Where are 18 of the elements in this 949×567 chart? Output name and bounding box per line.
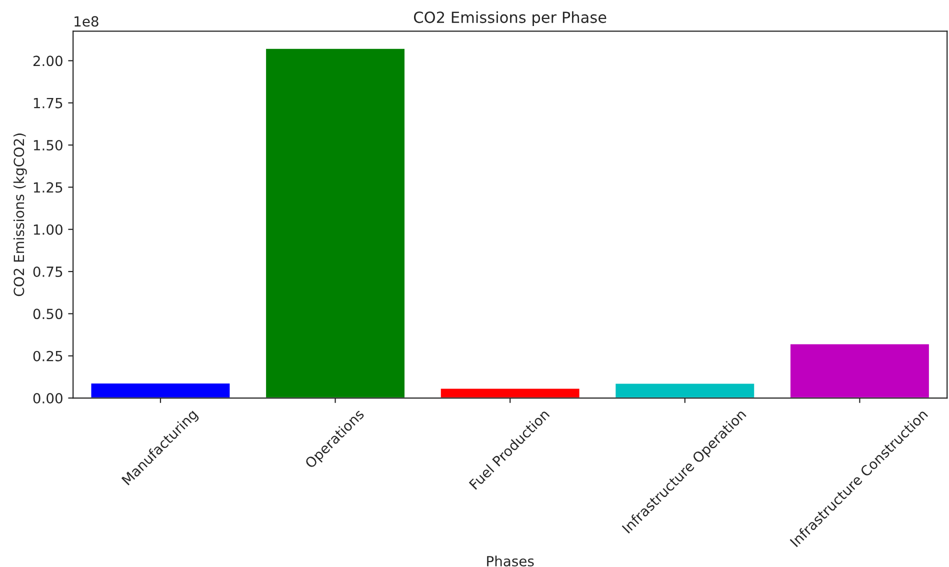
y-tick-label: 0.50	[33, 308, 62, 320]
y-tick-label: 0.00	[33, 393, 62, 404]
y-tick-label: 0.25	[33, 350, 62, 362]
y-tick-label: 1.25	[34, 182, 62, 193]
x-axis-title: Phases	[487, 556, 534, 566]
y-tick-label: 2.00	[33, 56, 62, 66]
chart-title: CO2 Emissions per Phase	[414, 11, 606, 26]
bar	[789, 342, 930, 398]
y-tick-label: 1.50	[34, 140, 62, 151]
text: 1e8	[74, 16, 98, 27]
bar	[439, 387, 581, 398]
bar	[90, 382, 232, 398]
y-tick-label: 1.75	[34, 98, 62, 108]
bar	[614, 382, 756, 398]
y-axis-title: CO2 Emissions (kgCO2)	[13, 134, 27, 296]
y-tick-label: 0.75	[33, 266, 62, 278]
bar	[264, 48, 406, 398]
y-tick-label: 1.00	[34, 224, 62, 235]
